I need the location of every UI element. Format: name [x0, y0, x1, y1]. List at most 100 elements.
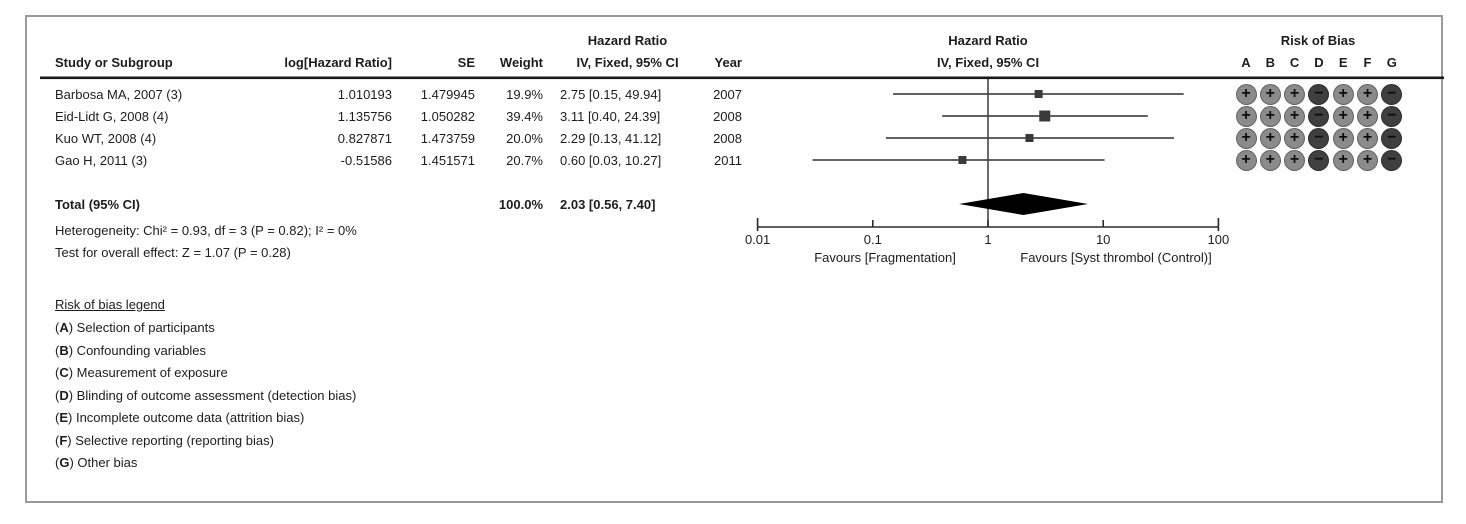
- risk-of-bias-title: Risk of Bias: [1280, 33, 1356, 48]
- legend-paren: (: [55, 432, 60, 448]
- axis-tick-label: 10: [1095, 232, 1111, 247]
- year-cell: 2007: [713, 87, 742, 102]
- legend-text: ) Measurement of exposure: [68, 365, 228, 380]
- effect-square: [1039, 110, 1051, 122]
- favours-right-label: Favours [Syst thrombol (Control)]: [1020, 250, 1212, 265]
- legend-paren: (: [55, 365, 60, 380]
- bias-plus-icon: +: [1357, 83, 1378, 105]
- ci-cell: 2.29 [0.13, 41.12]: [560, 131, 662, 146]
- total-ci: 2.03 [0.56, 7.40]: [560, 197, 656, 212]
- bias-minus-icon: −: [1308, 105, 1330, 127]
- bias-plus-icon: +: [1235, 105, 1257, 127]
- bias-plus-icon: +: [1259, 105, 1281, 127]
- heterogeneity-text: Heterogeneity: Chi² = 0.93, df = 3 (P = …: [55, 223, 357, 238]
- legend-text: ) Selective reporting (reporting bias): [67, 432, 274, 448]
- year-cell: 2011: [714, 153, 742, 168]
- weight-cell: 39.4%: [506, 109, 543, 124]
- study-name-cell: Kuo WT, 2008 (4): [55, 131, 157, 146]
- log-hr-cell: 1.135756: [337, 109, 392, 124]
- risk-of-bias-legend-item: (G) Other bias: [55, 455, 137, 471]
- se-cell: 1.473759: [420, 131, 475, 146]
- bias-plus-icon: +: [1332, 105, 1354, 127]
- risk-of-bias-legend-item: (B) Confounding variables: [55, 343, 206, 359]
- study-name-cell: Barbosa MA, 2007 (3): [55, 87, 183, 102]
- legend-paren: (: [55, 320, 60, 335]
- effect-square: [1025, 134, 1034, 142]
- column-header-hazard-ratio-line1: Hazard Ratio: [587, 33, 668, 48]
- se-cell: 1.479945: [420, 87, 475, 102]
- ci-cell: 0.60 [0.03, 10.27]: [560, 153, 662, 168]
- legend-text: ) Confounding variables: [68, 342, 207, 358]
- legend-text: ) Blinding of outcome assessment (detect…: [68, 387, 357, 403]
- legend-key: F: [59, 432, 68, 448]
- legend-paren: (: [55, 410, 60, 425]
- legend-key: A: [59, 320, 69, 335]
- column-header-year: Year: [714, 55, 742, 70]
- bias-plus-icon: +: [1332, 127, 1354, 149]
- plot-header-line2: IV, Fixed, 95% CI: [936, 55, 1040, 70]
- axis-tick-label: 100: [1207, 232, 1230, 247]
- legend-paren: (: [55, 342, 60, 358]
- risk-of-bias-column-letter: B: [1265, 55, 1275, 70]
- legend-key: G: [59, 455, 70, 470]
- favours-left-label: Favours [Fragmentation]: [814, 250, 956, 265]
- column-header-weight: Weight: [499, 55, 543, 70]
- weight-cell: 19.9%: [506, 87, 543, 102]
- column-header-study: Study or Subgroup: [55, 55, 173, 70]
- bias-plus-icon: +: [1284, 127, 1306, 149]
- total-weight: 100.0%: [498, 197, 543, 212]
- bias-plus-icon: +: [1284, 83, 1306, 105]
- bias-plus-icon: +: [1357, 105, 1378, 127]
- bias-plus-icon: +: [1357, 127, 1378, 149]
- bias-minus-icon: −: [1381, 83, 1403, 105]
- bias-plus-icon: +: [1259, 127, 1281, 149]
- column-header-hazard-ratio-line2: IV, Fixed, 95% CI: [576, 55, 679, 70]
- bias-plus-icon: +: [1284, 149, 1306, 171]
- risk-of-bias-column-letter: G: [1386, 55, 1397, 70]
- effect-square: [958, 156, 967, 164]
- bias-minus-icon: −: [1381, 149, 1403, 171]
- log-hr-cell: 0.827871: [337, 131, 392, 146]
- legend-key: D: [59, 387, 69, 403]
- risk-of-bias-column-letter: F: [1363, 55, 1372, 70]
- bias-plus-icon: +: [1259, 83, 1281, 105]
- axis-tick-label: 0.01: [744, 232, 771, 247]
- bias-minus-icon: −: [1308, 149, 1330, 171]
- risk-of-bias-legend-item: (E) Incomplete outcome data (attrition b…: [55, 410, 304, 426]
- plot-header-line1: Hazard Ratio: [948, 33, 1028, 48]
- risk-of-bias-legend-title: Risk of bias legend: [55, 297, 165, 312]
- weight-cell: 20.0%: [506, 131, 543, 146]
- legend-paren: (: [55, 387, 60, 403]
- legend-key: B: [59, 342, 69, 358]
- ci-cell: 3.11 [0.40, 24.39]: [560, 109, 661, 124]
- ci-cell: 2.75 [0.15, 49.94]: [560, 87, 662, 102]
- legend-text: ) Other bias: [69, 455, 138, 470]
- risk-of-bias-legend-item: (F) Selective reporting (reporting bias): [55, 433, 274, 449]
- risk-of-bias-column-letter: E: [1338, 55, 1348, 70]
- bias-plus-icon: +: [1332, 83, 1354, 105]
- column-header-log-hr: log[Hazard Ratio]: [284, 55, 392, 70]
- bias-minus-icon: −: [1308, 83, 1330, 105]
- study-name-cell: Gao H, 2011 (3): [55, 153, 148, 168]
- total-label: Total (95% CI): [55, 197, 140, 212]
- risk-of-bias-legend-item: (C) Measurement of exposure: [55, 365, 228, 381]
- bias-plus-icon: +: [1235, 127, 1257, 149]
- legend-key: C: [59, 365, 69, 380]
- legend-key: E: [59, 410, 69, 425]
- legend-text: ) Incomplete outcome data (attrition bia…: [68, 410, 305, 425]
- study-name-cell: Eid-Lidt G, 2008 (4): [55, 109, 169, 124]
- year-cell: 2008: [713, 109, 742, 124]
- risk-of-bias-column-letter: C: [1289, 55, 1300, 70]
- weight-cell: 20.7%: [506, 153, 543, 168]
- se-cell: 1.050282: [420, 109, 475, 124]
- bias-plus-icon: +: [1332, 149, 1354, 171]
- axis-tick-label: 1: [984, 232, 992, 247]
- column-header-se: SE: [457, 55, 475, 70]
- bias-plus-icon: +: [1235, 149, 1257, 171]
- effect-square: [1034, 90, 1043, 98]
- bias-minus-icon: −: [1381, 105, 1403, 127]
- bias-plus-icon: +: [1235, 83, 1257, 105]
- bias-plus-icon: +: [1357, 149, 1378, 171]
